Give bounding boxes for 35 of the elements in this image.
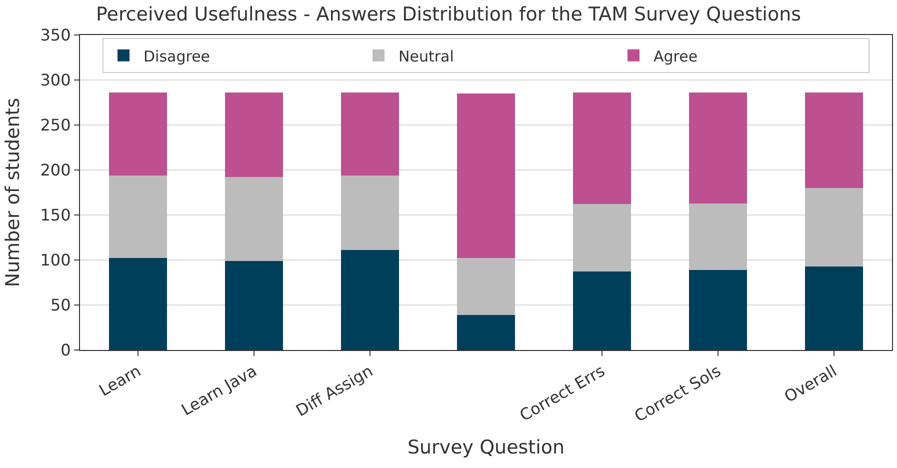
bar [689, 92, 747, 204]
bar [109, 92, 167, 176]
y-axis-title: Number of students [2, 98, 24, 288]
bar [573, 204, 631, 272]
y-tick-label: 350 [40, 26, 71, 45]
bar [573, 92, 631, 204]
y-tick-label: 50 [50, 296, 71, 315]
y-tick-label: 100 [40, 250, 71, 270]
bar [109, 175, 167, 258]
y-tick-label: 200 [40, 160, 71, 180]
bar [225, 177, 283, 261]
y-tick-label: 300 [40, 70, 71, 90]
legend-label: Disagree [144, 47, 210, 66]
bar [805, 92, 863, 188]
bar [225, 260, 283, 350]
x-axis-title: Survey Question [407, 436, 565, 458]
bar [457, 258, 515, 315]
y-tick-label: 150 [40, 206, 71, 225]
bar [457, 314, 515, 350]
bar [341, 175, 399, 250]
y-tick-label: 250 [40, 116, 71, 135]
bar [805, 188, 863, 266]
bar [457, 94, 515, 258]
bar [341, 92, 399, 176]
bar [225, 92, 283, 178]
y-tick-label: 0 [60, 340, 71, 360]
bar [805, 266, 863, 350]
bar [573, 272, 631, 350]
bar [689, 203, 747, 270]
bar [689, 270, 747, 350]
legend-label: Neutral [398, 47, 454, 66]
bar [109, 258, 167, 350]
chart-title: Perceived Usefulness - Answers Distribution for the TAM Survey Questions [96, 3, 802, 26]
bar [341, 250, 399, 350]
legend-label: Agree [654, 47, 698, 66]
